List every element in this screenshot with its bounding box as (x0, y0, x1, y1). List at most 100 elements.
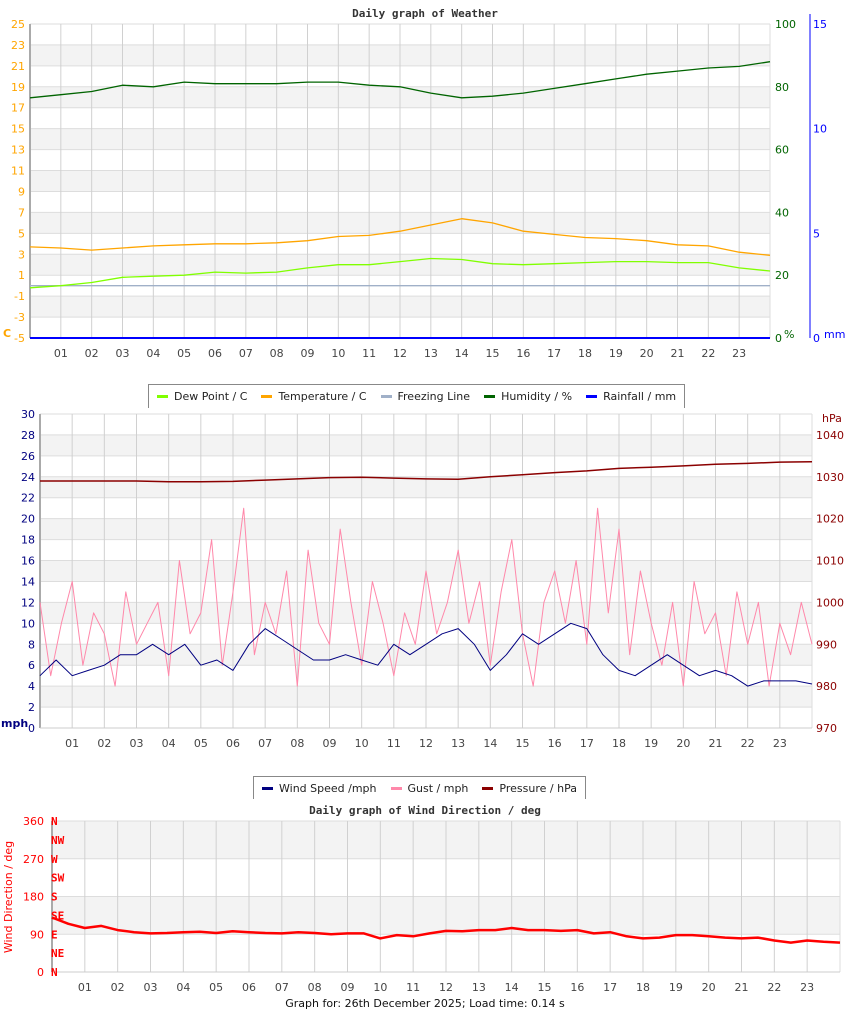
wind-speed-line (39, 622, 813, 687)
wind-y-tick-label: 8 (28, 638, 35, 651)
legend-label: Temperature / C (278, 390, 367, 403)
wind-x-tick-label: 03 (130, 737, 144, 750)
weather-legend-item[interactable]: Rainfall / mm (586, 389, 676, 404)
legend-swatch-icon (484, 395, 496, 398)
weather-legend-item[interactable]: Dew Point / C (157, 389, 247, 404)
direction-x-tick-label: 21 (735, 981, 749, 994)
humidity-axis-label: % (784, 328, 794, 341)
weather-x-tick-label: 20 (640, 347, 654, 360)
compass-label: NE (51, 947, 64, 960)
direction-y-tick-label: 90 (30, 928, 44, 941)
weather-legend-item[interactable]: Humidity / % (484, 389, 572, 404)
direction-x-tick-label: 02 (111, 981, 125, 994)
wind-y-tick-label: 2 (28, 701, 35, 714)
weather-y-tick-label: 1 (18, 269, 25, 282)
wind-x-tick-label: 15 (516, 737, 530, 750)
wind-x-tick-label: 17 (580, 737, 594, 750)
weather-chart-title: Daily graph of Weather (352, 7, 498, 20)
direction-x-tick-label: 22 (767, 981, 781, 994)
humidity-tick-label: 100 (775, 18, 796, 31)
wind-y-tick-label: 20 (21, 513, 35, 526)
compass-label: NW (51, 834, 65, 847)
direction-x-tick-label: 07 (275, 981, 289, 994)
weather-x-tick-label: 04 (146, 347, 160, 360)
wind-legend-item[interactable]: Gust / mph (390, 781, 469, 795)
weather-y-tick-label: -3 (14, 311, 25, 324)
wind-x-tick-label: 20 (676, 737, 690, 750)
temp-axis-label: C (3, 327, 11, 340)
weather-x-tick-label: 09 (301, 347, 315, 360)
wind-x-tick-label: 22 (741, 737, 755, 750)
direction-x-tick-label: 11 (406, 981, 420, 994)
weather-y-tick-label: 9 (18, 185, 25, 198)
compass-label: W (51, 853, 58, 866)
rain-axis-label: mm (824, 328, 845, 341)
pressure-tick-label: 1010 (816, 555, 844, 568)
direction-x-tick-label: 15 (538, 981, 552, 994)
weather-x-tick-label: 03 (116, 347, 130, 360)
weather-x-tick-label: 15 (486, 347, 500, 360)
weather-x-tick-label: 23 (732, 347, 746, 360)
wind-y-tick-label: 22 (21, 492, 35, 505)
wind-x-tick-label: 10 (355, 737, 369, 750)
pressure-tick-label: 1020 (816, 513, 844, 526)
weather-x-tick-label: 02 (85, 347, 99, 360)
compass-label: SW (51, 872, 65, 885)
wind-x-tick-label: 16 (548, 737, 562, 750)
weather-x-tick-label: 05 (177, 347, 191, 360)
weather-y-tick-label: 17 (11, 102, 25, 115)
legend-label: Pressure / hPa (499, 781, 577, 795)
direction-y-tick-label: 270 (23, 853, 44, 866)
pressure-tick-label: 1000 (816, 596, 844, 609)
weather-legend-item[interactable]: Temperature / C (261, 389, 367, 404)
legend-label: Humidity / % (501, 390, 573, 403)
direction-x-tick-label: 18 (636, 981, 650, 994)
legend-label: Gust / mph (407, 781, 469, 795)
wind-x-tick-label: 09 (323, 737, 337, 750)
wind-x-tick-label: 07 (258, 737, 272, 750)
weather-y-tick-label: 5 (18, 227, 25, 240)
wind-y-tick-label: 6 (28, 659, 35, 672)
weather-x-tick-label: 08 (270, 347, 284, 360)
direction-x-tick-label: 06 (242, 981, 256, 994)
wind-x-tick-label: 23 (773, 737, 787, 750)
wind-y-tick-label: 4 (28, 680, 35, 693)
weather-y-tick-label: 19 (11, 81, 25, 94)
rain-tick-label: 0 (813, 332, 820, 345)
mph-axis-label: mph (1, 717, 28, 730)
direction-x-tick-label: 09 (341, 981, 355, 994)
wind-x-tick-label: 06 (226, 737, 240, 750)
wind-x-tick-label: 14 (483, 737, 497, 750)
wind-y-tick-label: 16 (21, 555, 35, 568)
pressure-line (40, 460, 813, 483)
weather-legend-item[interactable]: Freezing Line (380, 389, 470, 404)
pressure-tick-label: 990 (816, 638, 837, 651)
direction-x-tick-label: 04 (176, 981, 190, 994)
weather-y-tick-label: 13 (11, 144, 25, 157)
direction-x-tick-label: 05 (209, 981, 223, 994)
wind-legend-item[interactable]: Pressure / hPa (482, 781, 577, 795)
weather-y-tick-label: 23 (11, 39, 25, 52)
direction-x-tick-label: 14 (505, 981, 519, 994)
direction-x-tick-label: 01 (78, 981, 92, 994)
direction-chart-title: Daily graph of Wind Direction / deg (309, 804, 541, 817)
rain-tick-label: 10 (813, 123, 827, 136)
legend-swatch-icon (380, 395, 392, 398)
weather-x-tick-label: 22 (701, 347, 715, 360)
legend-swatch-icon (390, 786, 402, 790)
wind-legend-item[interactable]: Wind Speed /mph (262, 781, 377, 795)
weather-y-tick-label: -5 (14, 332, 25, 345)
footer-status: Graph for: 26th December 2025; Load time… (285, 997, 565, 1010)
wind-x-tick-label: 08 (290, 737, 304, 750)
humidity-tick-label: 20 (775, 269, 789, 282)
dew-point-line (29, 257, 771, 289)
wind-y-tick-label: 28 (21, 429, 35, 442)
wind-x-tick-label: 01 (65, 737, 79, 750)
pressure-tick-label: 980 (816, 680, 837, 693)
weather-legend: Dew Point / C Temperature / C Freezing Lin… (148, 384, 686, 408)
legend-label: Wind Speed /mph (279, 781, 377, 795)
wind-x-tick-label: 12 (419, 737, 433, 750)
compass-label: N (51, 815, 58, 828)
humidity-tick-label: 0 (775, 332, 782, 345)
